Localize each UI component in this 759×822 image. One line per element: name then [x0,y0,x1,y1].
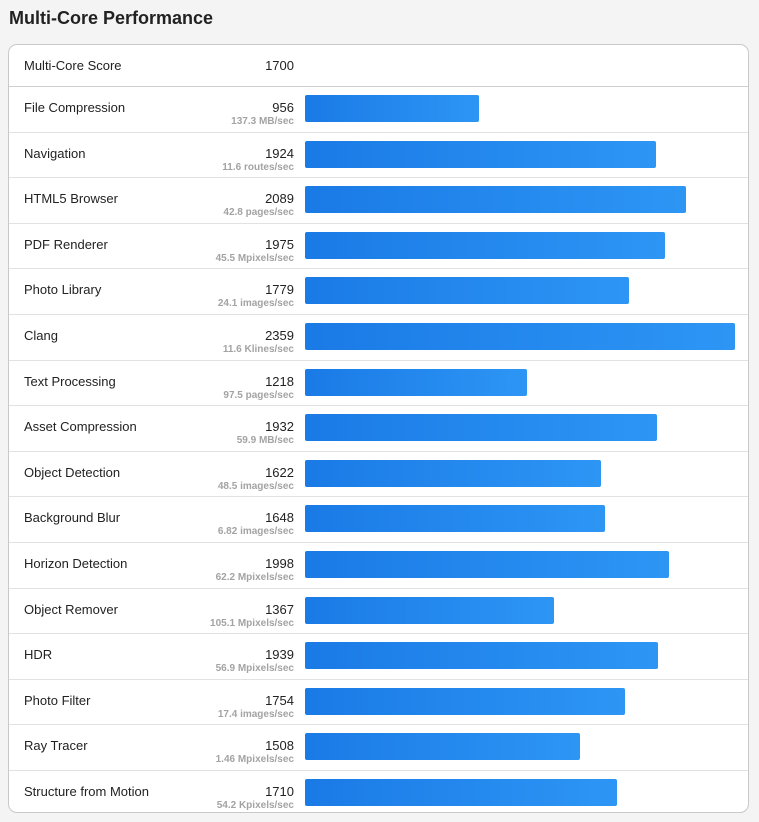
benchmark-bar [305,322,735,350]
benchmark-row: Ray Tracer 1508 1.46 Mpixels/sec [9,725,748,771]
benchmark-bar [305,414,657,442]
benchmark-throughput: 17.4 images/sec [217,708,294,720]
benchmark-score: 956 [272,100,294,115]
benchmark-throughput: 137.3 MB/sec [231,116,294,127]
benchmark-throughput: 56.9 Mpixels/sec [215,663,294,675]
benchmark-score: 1924 [265,145,294,161]
benchmark-throughput: 62.2 Mpixels/sec [215,571,294,583]
benchmark-bar [305,505,605,533]
benchmark-throughput: 45.5 Mpixels/sec [215,252,294,264]
benchmark-score: 2359 [265,327,294,343]
benchmark-score: 1367 [265,601,294,617]
benchmark-score: 1710 [265,783,294,799]
benchmark-name: Navigation [24,145,86,161]
benchmark-bar [305,778,617,806]
benchmark-card: Multi-Core Score 1700 File Compression 95… [8,44,749,813]
benchmark-bar [305,277,629,305]
benchmark-name: Text Processing [24,373,116,389]
benchmark-name: Object Remover [24,601,118,617]
benchmark-name: Ray Tracer [24,738,88,754]
benchmark-bar [305,642,658,670]
benchmark-bar [305,95,479,122]
benchmark-throughput: 42.8 pages/sec [223,207,294,219]
benchmark-bar [305,140,656,168]
benchmark-row: HDR 1939 56.9 Mpixels/sec [9,634,748,680]
benchmark-score: 2089 [265,191,294,207]
benchmark-throughput: 11.6 Klines/sec [222,343,294,355]
benchmark-throughput: 6.82 images/sec [217,526,294,538]
benchmark-name: Asset Compression [24,419,137,435]
benchmark-bar [305,459,601,487]
benchmark-throughput: 11.6 routes/sec [222,161,294,173]
benchmark-name: Horizon Detection [24,555,128,571]
benchmark-row: PDF Renderer 1975 45.5 Mpixels/sec [9,224,748,270]
score-label: Multi-Core Score [24,58,122,73]
benchmark-row: Structure from Motion 1710 54.2 Kpixels/se… [9,771,748,812]
page-title: Multi-Core Performance [9,8,214,28]
benchmark-row: Background Blur 1648 6.82 images/sec [9,497,748,543]
benchmark-name: Background Blur [24,510,121,526]
benchmark-score: 1508 [265,738,294,754]
benchmark-name: File Compression [24,100,126,115]
score-value: 1700 [265,58,294,73]
benchmark-score: 1998 [265,555,294,571]
benchmark-row: Horizon Detection 1998 62.2 Mpixels/sec [9,543,748,589]
benchmark-name: Photo Library [24,282,102,298]
benchmark-name: PDF Renderer [24,236,108,252]
benchmark-row: Photo Filter 1754 17.4 images/sec [9,680,748,726]
benchmark-bar [305,186,686,214]
benchmark-bar [305,231,665,259]
benchmark-name: HDR [24,647,53,663]
benchmark-name: Photo Filter [24,692,91,708]
benchmark-row: File Compression 956 137.3 MB/sec [9,87,748,133]
benchmark-row: Object Detection 1622 48.5 images/sec [9,452,748,498]
benchmark-throughput: 54.2 Kpixels/sec [216,799,294,811]
benchmark-row: Object Remover 1367 105.1 Mpixels/sec [9,589,748,635]
benchmark-throughput: 105.1 Mpixels/sec [210,617,294,629]
benchmark-throughput: 48.5 images/sec [217,480,294,492]
benchmark-score: 1975 [265,236,294,252]
benchmark-throughput: 97.5 pages/sec [223,389,294,401]
benchmark-list: File Compression 956 137.3 MB/sec Navigatio… [9,87,748,812]
benchmark-score: 1932 [265,419,294,435]
benchmark-score: 1648 [265,510,294,526]
benchmark-bar [305,733,580,761]
benchmark-row: Text Processing 1218 97.5 pages/sec [9,361,748,407]
benchmark-score: 1754 [265,692,294,708]
benchmark-row: HTML5 Browser 2089 42.8 pages/sec [9,178,748,224]
multi-core-score-row: Multi-Core Score 1700 [9,45,748,87]
benchmark-bar [305,368,527,396]
benchmark-score: 1779 [265,282,294,298]
benchmark-score: 1622 [265,464,294,480]
benchmark-bar [305,550,669,578]
benchmark-name: Structure from Motion [24,783,149,799]
benchmark-score: 1218 [265,373,294,389]
benchmark-score: 1939 [265,647,294,663]
benchmark-row: Asset Compression 1932 59.9 MB/sec [9,406,748,452]
benchmark-throughput: 1.46 Mpixels/sec [215,754,294,766]
benchmark-throughput: 24.1 images/sec [217,298,294,310]
benchmark-name: Object Detection [24,464,121,480]
benchmark-throughput: 59.9 MB/sec [236,435,294,447]
benchmark-row: Navigation 1924 11.6 routes/sec [9,133,748,179]
benchmark-bar [305,687,625,715]
benchmark-row: Clang 2359 11.6 Klines/sec [9,315,748,361]
benchmark-row: Photo Library 1779 24.1 images/sec [9,269,748,315]
benchmark-name: HTML5 Browser [24,191,118,207]
benchmark-name: Clang [24,327,58,343]
benchmark-bar [305,596,554,624]
